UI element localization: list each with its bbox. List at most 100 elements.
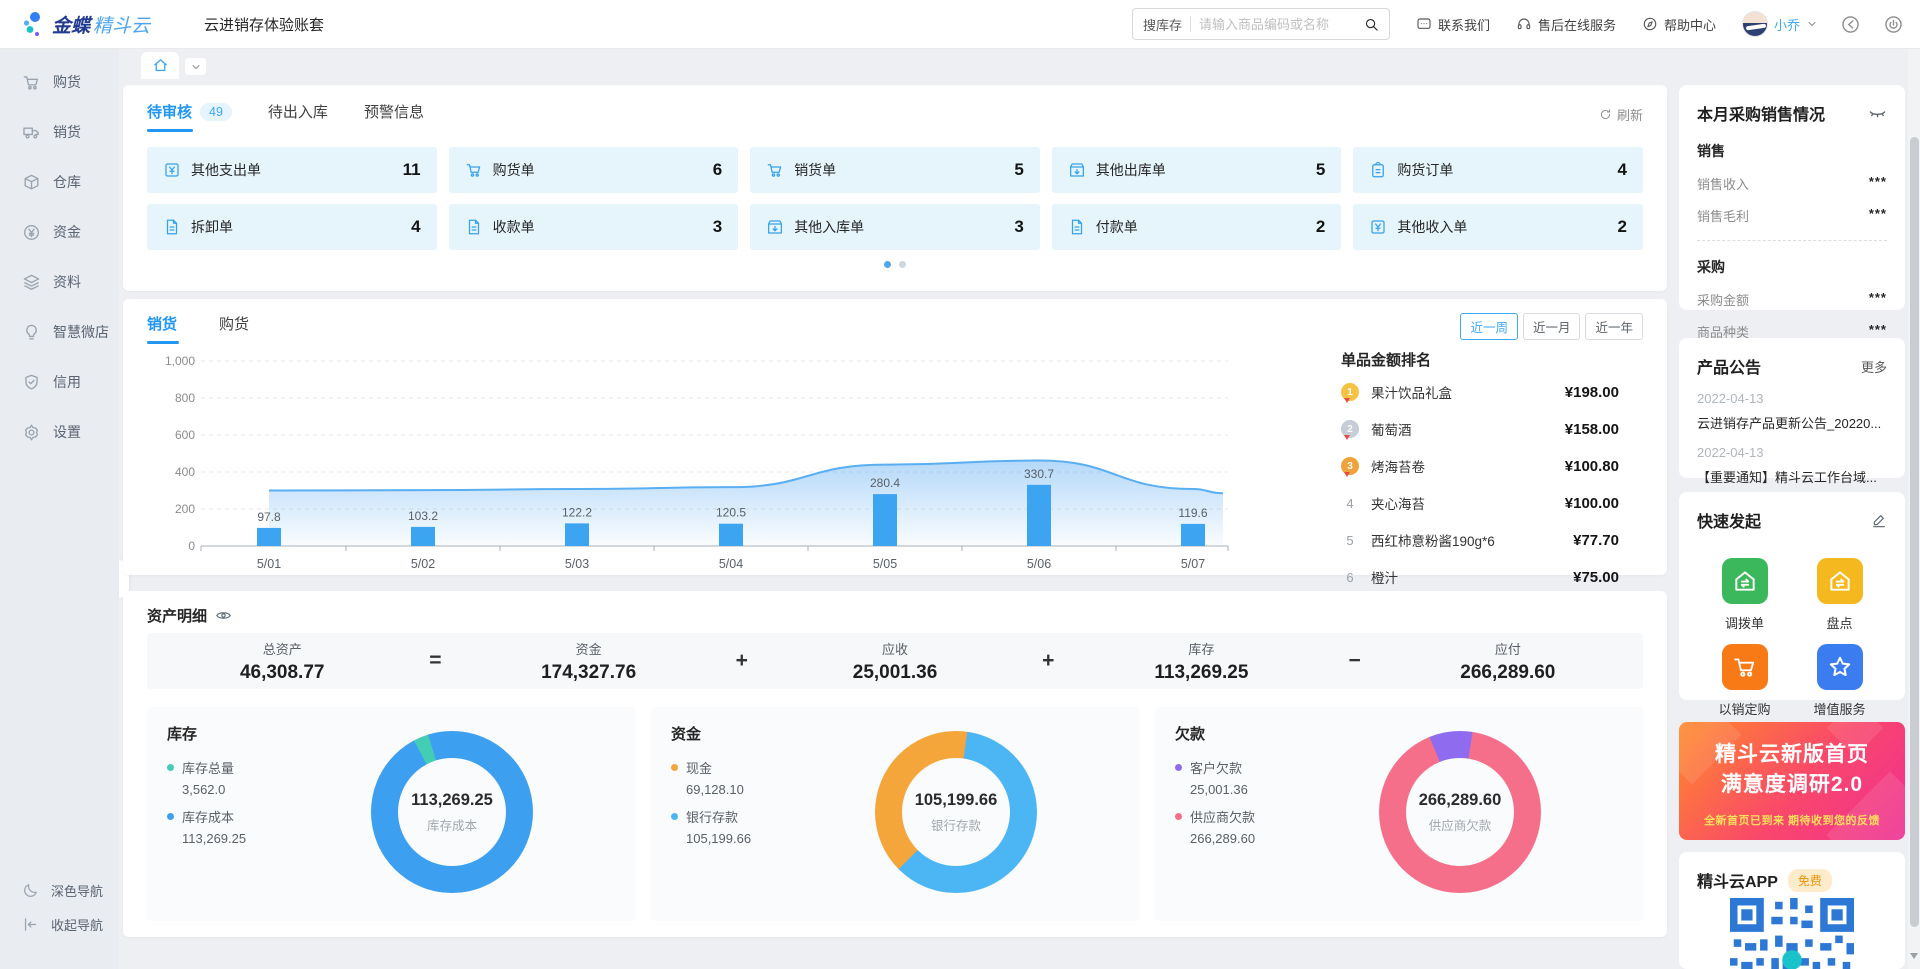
collapse-nav-button[interactable]: 收起导航: [0, 907, 119, 941]
legend-item: 客户欠款: [1175, 758, 1623, 777]
search-icon[interactable]: [1364, 17, 1379, 32]
todo-overview-card: 待审核 49 待出入库 预警信息 刷新 其他支出单 11 购货单 6 销货单 5 其他出…: [123, 85, 1667, 291]
cart-icon: [766, 161, 784, 179]
help-center-link[interactable]: 帮助中心: [1642, 15, 1716, 34]
scrollbar-down-arrow[interactable]: [1910, 953, 1918, 963]
logout-power-icon[interactable]: [1883, 14, 1904, 35]
announcement-link[interactable]: 云进销存产品更新公告_20220...: [1697, 416, 1882, 431]
user-name[interactable]: 小乔: [1773, 17, 1800, 33]
sidebar-item-label: 信用: [53, 374, 81, 390]
search-divider: [1189, 16, 1191, 32]
account-title: 云进销存体验账套: [204, 16, 325, 34]
cart-icon: [465, 161, 483, 179]
more-link[interactable]: 更多: [1860, 359, 1887, 375]
ranking-row[interactable]: 4 夹心海苔 ¥100.00: [1341, 488, 1619, 518]
sidebar-item-settings[interactable]: 设置: [0, 407, 119, 457]
todo-count: 11: [402, 160, 421, 179]
ranking-row[interactable]: 3 烤海苔卷 ¥100.80: [1341, 451, 1619, 481]
contact-us-link[interactable]: 联系我们: [1416, 15, 1490, 34]
range-week-button[interactable]: 近一周: [1460, 313, 1518, 340]
banner-line2: 满意度调研2.0: [1720, 773, 1864, 796]
after-sales-label: 售后在线服务: [1537, 17, 1616, 33]
todo-card-purchase-request[interactable]: 购货订单 4: [1353, 147, 1643, 193]
ranking-row[interactable]: 1 果汁饮品礼盒 ¥198.00: [1341, 377, 1619, 407]
svg-text:5/03: 5/03: [565, 557, 589, 571]
quick-tile-value-added[interactable]: 增值服务: [1792, 644, 1887, 718]
legend-value: 105,199.66: [686, 831, 752, 846]
ranking-item-amount: ¥75.00: [1573, 568, 1619, 586]
after-sales-service-link[interactable]: 售后在线服务: [1516, 15, 1616, 34]
back-circle-icon[interactable]: [1840, 14, 1861, 35]
carousel-dot-2[interactable]: [899, 261, 906, 268]
tab-warning-info[interactable]: 预警信息: [364, 101, 424, 132]
announcement-link[interactable]: 【重要通知】精斗云工作台域...: [1697, 470, 1877, 485]
tab-purchase[interactable]: 购货: [219, 316, 250, 333]
sidebar-item-purchase[interactable]: 购货: [0, 57, 119, 107]
pencil-icon[interactable]: [1871, 512, 1887, 528]
formula-inventory: 库存 113,269.25: [1154, 641, 1249, 683]
ranking-number: 4: [1346, 495, 1354, 511]
todo-card-purchase-order[interactable]: 购货单 6: [448, 147, 739, 193]
tab-sales[interactable]: 销货: [147, 313, 180, 344]
quick-start-card: 快速发起 调拨单 盘点 以销定购 增值服务: [1679, 492, 1905, 717]
house-transfer-icon: [1732, 568, 1758, 594]
avatar[interactable]: [1741, 11, 1768, 37]
carousel-dot-1[interactable]: [884, 261, 891, 268]
sidebar-item-credit[interactable]: 信用: [0, 357, 119, 407]
quick-tile-purchase-by-sales[interactable]: 以销定购: [1697, 644, 1792, 718]
refresh-button[interactable]: 刷新: [1599, 105, 1643, 124]
chevron-down-icon[interactable]: [1806, 18, 1818, 30]
range-year-button[interactable]: 近一年: [1585, 313, 1643, 340]
home-tab[interactable]: [141, 52, 179, 79]
todo-card-disassembly[interactable]: 拆卸单 4: [147, 204, 437, 250]
search-input[interactable]: [1198, 16, 1364, 32]
tab-pending-approval[interactable]: 待审核 49: [147, 101, 232, 132]
clipboard-icon: [1369, 161, 1387, 179]
todo-card-payment[interactable]: 付款单 2: [1051, 204, 1342, 250]
quick-tile-stocktake[interactable]: 盘点: [1792, 558, 1887, 632]
stat-row: 销售收入 ***: [1697, 174, 1887, 192]
quick-tile-transfer[interactable]: 调拨单: [1697, 558, 1792, 632]
logo-dots-icon: [23, 12, 40, 36]
scrollbar-thumb[interactable]: [1909, 137, 1919, 927]
sidebar-drag-handle[interactable]: [119, 560, 129, 598]
tab-pending-in-out[interactable]: 待出入库: [268, 101, 328, 132]
todo-card-other-outbound[interactable]: 其他出库单 5: [1051, 147, 1342, 193]
sidebar-item-data[interactable]: 资料: [0, 257, 119, 307]
debt-panel: 欠款 客户欠款 25,001.36 供应商欠款 266,289.60 266,2…: [1155, 707, 1643, 921]
sidebar-item-sales[interactable]: 销货: [0, 107, 119, 157]
eye-closed-icon[interactable]: [1868, 104, 1887, 123]
inventory-search-box[interactable]: 搜库存: [1131, 8, 1390, 40]
ranking-row[interactable]: 6 橙汁 ¥75.00: [1341, 562, 1619, 592]
section-sales: 销售: [1697, 143, 1725, 159]
ranking-row[interactable]: 5 西红柿意粉酱190g*6 ¥77.70: [1341, 525, 1619, 555]
sidebar-item-smart-store[interactable]: 智慧微店: [0, 307, 119, 357]
todo-count: 3: [712, 217, 723, 236]
page-scrollbar[interactable]: [1908, 49, 1920, 969]
sidebar-item-warehouse[interactable]: 仓库: [0, 157, 119, 207]
svg-text:0: 0: [188, 539, 195, 553]
brand-logo[interactable]: 金蝶 精斗云: [22, 11, 150, 38]
operator-minus: −: [1348, 649, 1361, 672]
todo-card-other-expense[interactable]: 其他支出单 11: [147, 147, 437, 193]
announcement-date: 2022-04-13: [1697, 445, 1764, 460]
tab-dropdown-button[interactable]: [185, 58, 206, 75]
todo-card-receipt[interactable]: 收款单 3: [448, 204, 739, 250]
todo-card-sales-order[interactable]: 销货单 5: [750, 147, 1040, 193]
todo-card-other-inbound[interactable]: 其他入库单 3: [750, 204, 1040, 250]
sidebar-item-label: 智慧微店: [53, 324, 109, 340]
sidebar-item-funds[interactable]: 资金: [0, 207, 119, 257]
eye-icon[interactable]: [215, 607, 232, 624]
todo-label: 收款单: [492, 219, 535, 235]
shield-icon: [22, 373, 41, 392]
dark-nav-toggle[interactable]: 深色导航: [0, 873, 119, 907]
survey-banner[interactable]: 精斗云新版首页 满意度调研2.0 全新首页已到来 期待收到您的反馈: [1679, 722, 1905, 840]
donut-center-value: 266,289.60: [1418, 790, 1502, 809]
todo-card-other-income[interactable]: 其他收入单 2: [1353, 204, 1643, 250]
ranking-row[interactable]: 2 葡萄酒 ¥158.00: [1341, 414, 1619, 444]
user-menu[interactable]: 小乔: [1741, 11, 1818, 37]
silver-medal-icon: 2: [1341, 420, 1359, 440]
range-month-button[interactable]: 近一月: [1522, 313, 1581, 340]
search-scope-label[interactable]: 搜库存: [1142, 17, 1182, 33]
app-qr-code: [1730, 898, 1854, 969]
